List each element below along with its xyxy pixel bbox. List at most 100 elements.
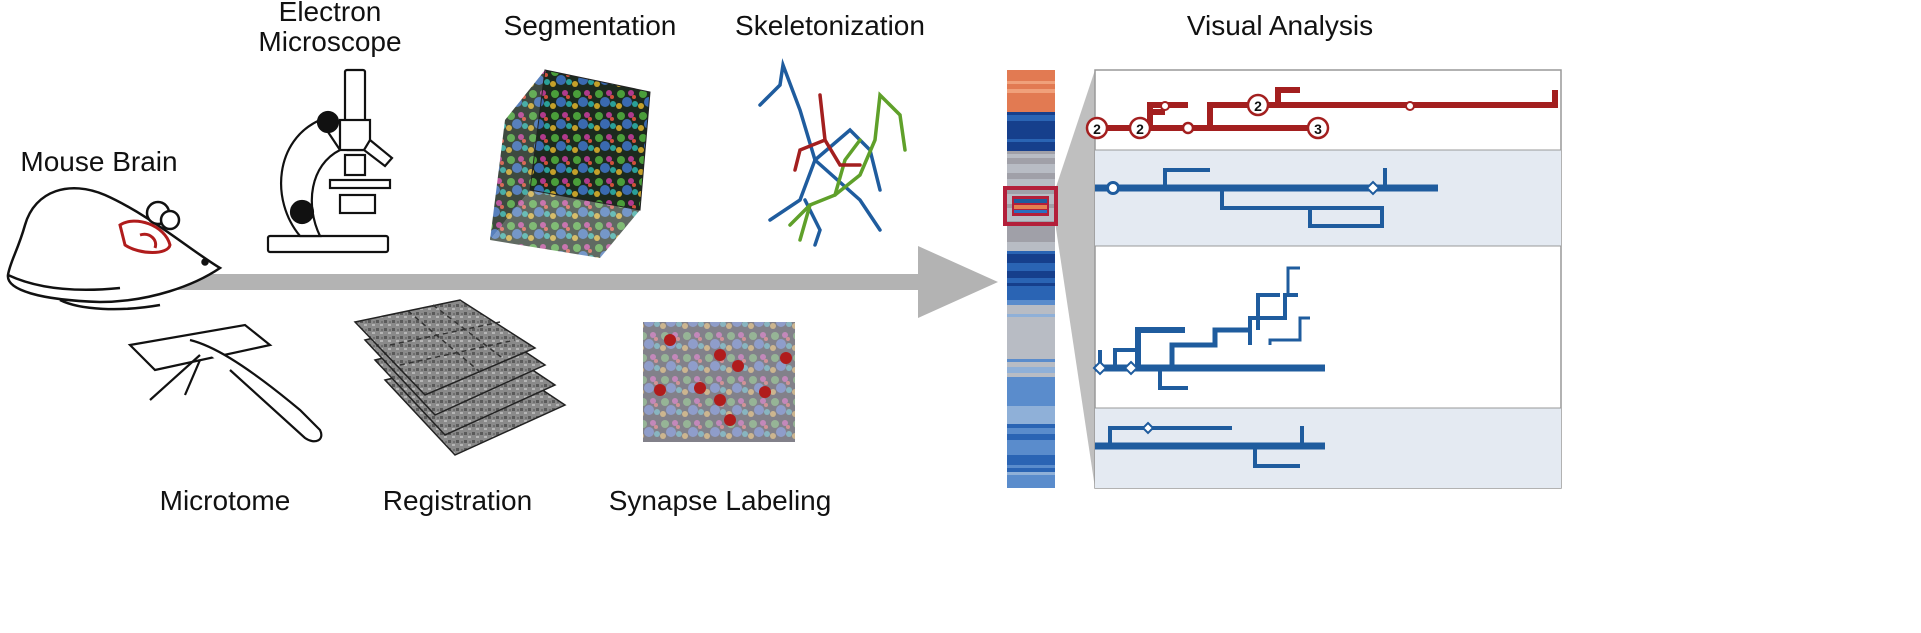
microscope-icon xyxy=(266,68,394,254)
mouse-icon xyxy=(6,187,223,311)
blue-dendrogram-3 xyxy=(1095,421,1325,468)
heatmap-stripe xyxy=(1007,179,1055,182)
heatmap-stripe xyxy=(1007,314,1055,317)
heatmap-stripe xyxy=(1007,295,1055,300)
microtome-label: Microtome xyxy=(159,485,291,516)
visual-analysis-label: Visual Analysis xyxy=(1186,10,1374,41)
heatmap-stripe xyxy=(1007,434,1055,440)
heatmap-stripe xyxy=(1007,139,1055,142)
heatmap-stripe xyxy=(1007,263,1055,266)
registration-stack-icon xyxy=(353,299,567,456)
heatmap-stripe xyxy=(1007,161,1055,164)
heatmap-stripe xyxy=(1007,93,1055,98)
heatmap-stripe xyxy=(1007,327,1055,331)
red-node-label-1: 2 xyxy=(1093,121,1101,137)
segmentation-label: Segmentation xyxy=(503,10,677,41)
synapse-labeling-label: Synapse Labeling xyxy=(608,485,832,516)
heatmap-stripe xyxy=(1007,278,1055,283)
heatmap-stripe xyxy=(1007,482,1055,488)
heatmap-stripe xyxy=(1007,346,1055,351)
heatmap-stripe xyxy=(1007,475,1055,478)
heatmap-stripe xyxy=(1007,283,1055,286)
heatmap-stripe xyxy=(1007,424,1055,428)
heatmap-stripe xyxy=(1007,440,1055,444)
blue-dendrogram-1 xyxy=(1095,168,1438,228)
heatmap-stripe xyxy=(1007,455,1055,461)
heatmap-stripe xyxy=(1007,115,1055,121)
skeleton-icon xyxy=(758,58,907,247)
heatmap-stripe xyxy=(1007,154,1055,158)
heatmap-stripe xyxy=(1007,242,1055,247)
heatmap-stripe xyxy=(1007,380,1055,383)
heatmap-stripe xyxy=(1007,168,1055,173)
heatmap-stripe xyxy=(1007,465,1055,468)
heatmap-stripe xyxy=(1007,418,1055,424)
heatmap-stripe xyxy=(1007,355,1055,359)
red-node-label-2: 2 xyxy=(1136,121,1144,137)
red-node-label-3: 2 xyxy=(1254,98,1262,114)
heatmap-stripe xyxy=(1007,478,1055,482)
heatmap-stripe xyxy=(1007,300,1055,305)
heatmap-stripe xyxy=(1007,396,1055,402)
heatmap-stripe xyxy=(1007,89,1055,93)
heatmap-stripe xyxy=(1007,392,1055,396)
heatmap-stripe xyxy=(1007,121,1055,124)
heatmap-stripe xyxy=(1007,387,1055,392)
heatmap-stripe xyxy=(1007,351,1055,355)
heatmap-highlight xyxy=(1003,186,1058,226)
heatmap-stripe xyxy=(1007,164,1055,168)
heatmap-stripe xyxy=(1007,251,1055,254)
heatmap-stripe xyxy=(1007,70,1055,74)
heatmap-stripe xyxy=(1007,362,1055,367)
heatmap-stripe xyxy=(1007,102,1055,107)
heatmap-stripe xyxy=(1007,225,1055,231)
heatmap-stripe xyxy=(1007,337,1055,343)
heatmap-stripe xyxy=(1007,130,1055,134)
heatmap-stripe xyxy=(1007,266,1055,271)
mouse-brain-label: Mouse Brain xyxy=(20,146,178,177)
heatmap-stripe xyxy=(1007,428,1055,434)
heatmap-stripe xyxy=(1007,182,1055,186)
heatmap-stripe xyxy=(1007,377,1055,380)
red-node-markers: 2 2 2 3 xyxy=(1085,93,1415,140)
blue-dendrogram-2 xyxy=(1092,266,1325,390)
heatmap-stripe xyxy=(1007,77,1055,81)
heatmap-stripe xyxy=(1007,74,1055,77)
heatmap-stripe xyxy=(1007,373,1055,377)
registration-label: Registration xyxy=(382,485,533,516)
heatmap-stripe xyxy=(1007,173,1055,179)
heatmap-stripe xyxy=(1007,472,1055,475)
heatmap-stripe xyxy=(1007,406,1055,412)
heatmap-stripe xyxy=(1007,237,1055,242)
heatmap-stripe xyxy=(1007,367,1055,373)
synapse-image-icon xyxy=(643,322,795,442)
heatmap-stripe xyxy=(1007,151,1055,154)
red-node-label-4: 3 xyxy=(1314,121,1322,137)
heatmap-stripe xyxy=(1007,450,1055,455)
heatmap-stripe xyxy=(1007,124,1055,130)
segmentation-cube-icon xyxy=(490,69,651,258)
heatmap-column xyxy=(1007,70,1055,488)
heatmap-stripe xyxy=(1007,158,1055,161)
heatmap-stripe xyxy=(1007,359,1055,362)
heatmap-stripe xyxy=(1007,112,1055,115)
heatmap-stripe xyxy=(1007,254,1055,259)
heatmap-stripe xyxy=(1007,81,1055,84)
heatmap-stripe xyxy=(1007,134,1055,139)
heatmap-stripe xyxy=(1007,444,1055,450)
heatmap-stripe xyxy=(1007,98,1055,102)
heatmap-stripe xyxy=(1007,189,1055,194)
heatmap-stripe xyxy=(1007,412,1055,418)
heatmap-stripe xyxy=(1007,461,1055,465)
skeletonization-label: Skeletonization xyxy=(735,10,925,41)
heatmap-stripe xyxy=(1007,107,1055,112)
heatmap-stripe xyxy=(1007,468,1055,472)
heatmap-stripe xyxy=(1007,274,1055,278)
heatmap-stripe xyxy=(1007,286,1055,292)
heatmap-stripe xyxy=(1007,311,1055,314)
heatmap-stripe xyxy=(1007,231,1055,237)
electron-microscope-label-2: Microscope xyxy=(258,26,402,57)
heatmap-stripe xyxy=(1007,305,1055,311)
